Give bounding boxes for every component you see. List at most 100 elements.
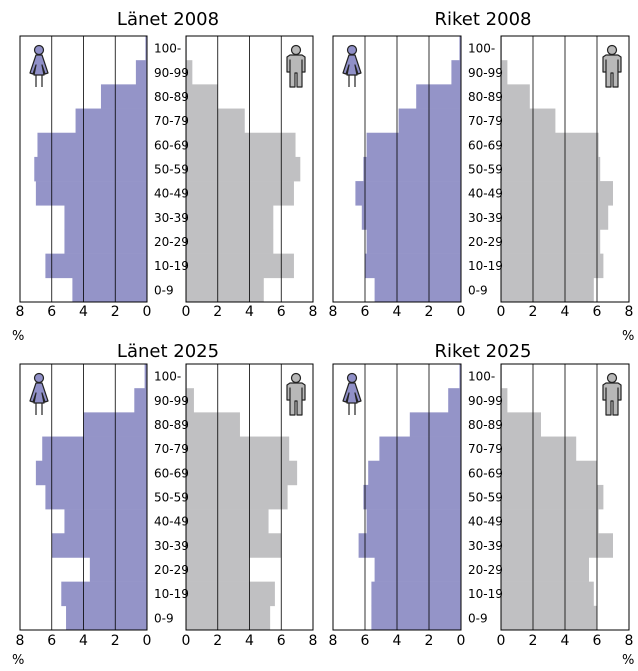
men-bar-30-39: [501, 533, 613, 558]
men-axis-tick: 8: [309, 633, 318, 649]
men-bar-80-89: [186, 412, 240, 437]
age-label: 70-79: [468, 442, 503, 456]
men-bar-90-99: [186, 388, 194, 413]
women-bar-60-69: [35, 460, 147, 486]
women-bar-70-79: [75, 108, 147, 134]
women-axis-tick: 0: [143, 633, 152, 649]
age-label: 50-59: [468, 163, 503, 177]
women-axis-tick: 2: [425, 304, 434, 320]
women-bar-40-49: [35, 181, 147, 206]
unit-label: %: [12, 329, 24, 344]
age-label: 100-: [154, 42, 181, 56]
women-bar-60-69: [37, 132, 147, 158]
women-plot-frame: [19, 363, 148, 631]
unit-label: %: [12, 653, 24, 668]
age-label: 90-99: [154, 66, 189, 80]
man-icon-body: [286, 382, 306, 416]
woman-icon: [342, 372, 362, 415]
man-icon: [602, 44, 622, 88]
men-bar-40-49: [186, 509, 269, 534]
age-label: 40-49: [468, 187, 503, 201]
women-axis-tick: 8: [329, 304, 338, 320]
men-axis-tick: 6: [277, 633, 286, 649]
women-bar-30-39: [361, 205, 461, 230]
women-axis-tick: 4: [393, 633, 402, 649]
women-bar-100-: [144, 364, 147, 389]
women-axis-tick: 2: [111, 633, 120, 649]
women-bar-90-99: [135, 60, 147, 85]
men-bar-40-49: [501, 509, 599, 534]
women-bar-30-39: [51, 533, 147, 558]
woman-icon-head: [346, 44, 358, 56]
age-label: 90-99: [468, 394, 503, 408]
women-bar-0-9: [371, 605, 461, 631]
age-label: 40-49: [154, 187, 189, 201]
men-bar-60-69: [501, 132, 599, 158]
chart-title: Länet 2025: [117, 341, 219, 362]
women-plot-frame: [332, 363, 462, 631]
women-axis-tick: 2: [425, 633, 434, 649]
men-bar-80-89: [501, 84, 530, 109]
age-label: 0-9: [154, 611, 174, 625]
woman-icon-legs: [35, 403, 43, 415]
pyramid-chart-4: 0-910-1920-2930-3940-4950-5960-6970-7980…: [329, 341, 635, 668]
men-bar-50-59: [186, 156, 301, 182]
men-bar-70-79: [186, 436, 290, 462]
women-axis-tick: 0: [457, 633, 466, 649]
men-bar-60-69: [501, 460, 597, 486]
women-bar-70-79: [42, 436, 147, 462]
age-label: 60-69: [154, 466, 189, 480]
women-axis-tick: 4: [393, 304, 402, 320]
women-axis-tick: 6: [361, 633, 370, 649]
women-bar-20-29: [366, 229, 461, 254]
age-label: 30-39: [468, 211, 503, 225]
men-plot-frame: [500, 35, 630, 303]
age-label: 10-19: [154, 587, 189, 601]
age-label: 10-19: [154, 259, 189, 273]
man-icon: [286, 372, 306, 416]
man-icon: [602, 372, 622, 416]
women-axis-tick: 6: [361, 304, 370, 320]
age-label: 100-: [468, 370, 495, 384]
women-plot-frame: [19, 35, 148, 303]
women-bar-40-49: [355, 181, 461, 206]
men-plot-frame: [185, 363, 314, 631]
age-label: 30-39: [154, 211, 189, 225]
woman-icon: [29, 372, 49, 415]
age-label: 80-89: [468, 418, 503, 432]
men-axis-tick: 2: [529, 633, 538, 649]
age-label: 50-59: [154, 491, 189, 505]
women-bar-10-19: [45, 253, 147, 279]
age-label: 10-19: [468, 259, 503, 273]
men-bar-70-79: [186, 108, 245, 134]
age-label: 80-89: [468, 90, 503, 104]
women-bar-100-: [459, 36, 461, 61]
women-bar-10-19: [365, 253, 461, 279]
men-bar-40-49: [501, 181, 613, 206]
age-label: 90-99: [154, 394, 189, 408]
men-bar-70-79: [501, 108, 556, 134]
man-icon-head: [606, 372, 618, 384]
woman-icon-body: [342, 382, 362, 404]
woman-icon: [342, 44, 362, 87]
women-bar-40-49: [64, 509, 147, 534]
men-bar-0-9: [501, 605, 597, 631]
age-label: 20-29: [468, 235, 503, 249]
chart-title: Riket 2025: [435, 341, 532, 362]
women-bar-20-29: [374, 557, 461, 582]
men-axis-tick: 2: [213, 304, 222, 320]
men-axis-tick: 0: [182, 633, 191, 649]
age-label: 70-79: [468, 114, 503, 128]
men-bar-0-9: [186, 277, 264, 303]
women-bar-50-59: [363, 156, 461, 182]
age-label: 70-79: [154, 114, 189, 128]
men-axis-tick: 2: [529, 304, 538, 320]
woman-icon-body: [29, 382, 49, 404]
men-bar-20-29: [501, 557, 589, 582]
men-axis-tick: 0: [497, 304, 506, 320]
men-bar-10-19: [186, 581, 275, 607]
man-icon-head: [290, 44, 302, 56]
men-bar-10-19: [501, 253, 604, 279]
men-axis-tick: 2: [213, 633, 222, 649]
